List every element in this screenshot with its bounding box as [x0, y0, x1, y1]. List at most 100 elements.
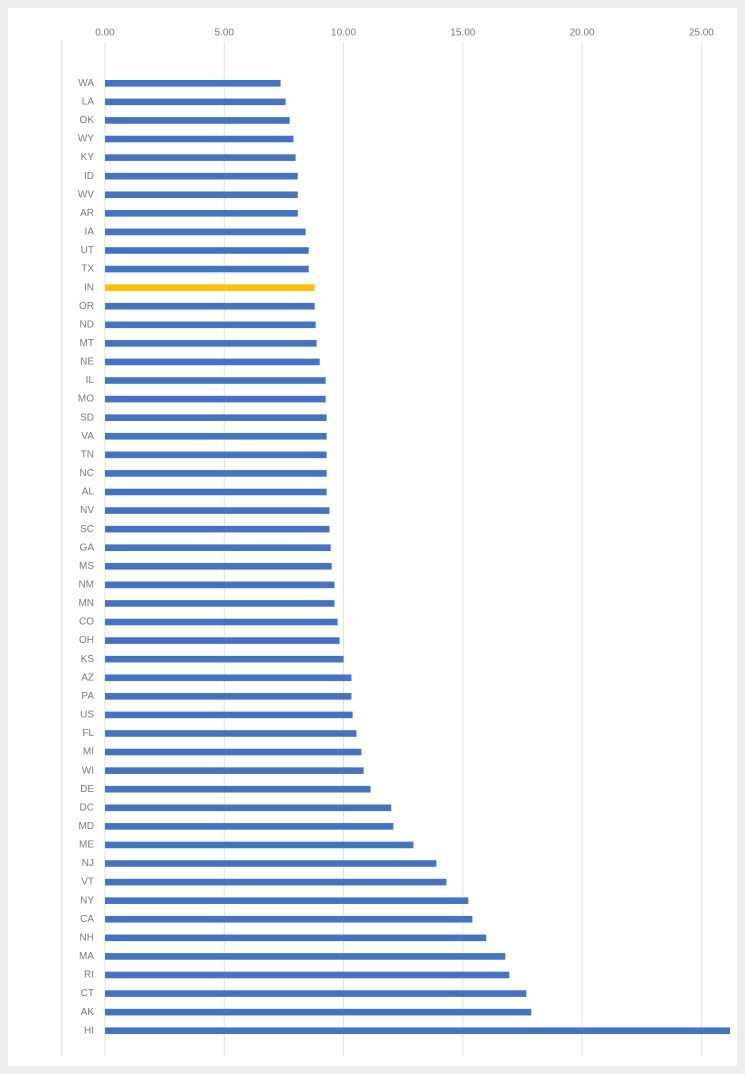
y-tick-label: AZ — [81, 672, 94, 683]
y-tick-label: MI — [83, 747, 94, 758]
bar — [105, 618, 338, 626]
bar — [105, 1027, 730, 1035]
y-tick-label: OH — [79, 635, 94, 646]
bar — [105, 432, 327, 440]
bar — [105, 711, 353, 719]
y-tick-label: NM — [78, 580, 94, 591]
bar — [105, 878, 447, 886]
bar — [105, 228, 306, 236]
bar — [105, 358, 320, 366]
bar — [105, 785, 371, 793]
bar — [105, 377, 326, 384]
y-tick-label: MN — [78, 598, 94, 609]
y-tick-label: ME — [79, 840, 94, 851]
bar — [105, 990, 527, 997]
y-tick-label: UT — [81, 245, 94, 256]
y-tick-label: CA — [80, 914, 94, 925]
y-tick-label: NC — [80, 468, 94, 479]
chart-area — [8, 8, 737, 1066]
y-tick-label: IA — [85, 227, 95, 238]
bar — [105, 953, 506, 960]
y-tick-label: WY — [78, 134, 94, 145]
bar — [105, 525, 330, 533]
y-tick-label: IL — [86, 375, 95, 386]
y-tick-label: MS — [79, 561, 94, 572]
bar — [105, 265, 309, 273]
y-tick-label: NV — [80, 505, 94, 516]
x-tick-label: 0.00 — [95, 28, 115, 39]
y-tick-label: AK — [81, 1007, 95, 1018]
bar — [105, 544, 331, 552]
y-tick-label: WI — [82, 765, 94, 776]
bar — [105, 600, 335, 607]
y-tick-label: TN — [81, 449, 94, 460]
y-tick-label: TX — [81, 264, 94, 275]
y-tick-label: US — [80, 710, 94, 721]
bar — [105, 395, 326, 403]
y-tick-label: KY — [81, 152, 95, 163]
bar — [105, 302, 315, 310]
bar — [105, 767, 364, 774]
y-tick-label: GA — [80, 542, 95, 553]
bar — [105, 581, 335, 589]
bar — [105, 971, 510, 979]
y-tick-label: MO — [78, 394, 94, 405]
y-tick-label: NY — [80, 895, 94, 906]
bar — [105, 451, 327, 459]
y-tick-label: WA — [78, 78, 94, 89]
y-tick-label: AL — [82, 487, 95, 498]
bar — [105, 414, 327, 421]
bar — [105, 135, 294, 143]
bar — [105, 488, 327, 496]
bar — [105, 321, 316, 329]
y-tick-label: NJ — [82, 858, 94, 869]
bar — [105, 1008, 532, 1016]
y-tick-label: AR — [80, 208, 94, 219]
y-tick-label: MD — [78, 821, 94, 832]
y-tick-label: SD — [80, 412, 94, 423]
y-tick-label: HI — [84, 1025, 94, 1036]
bar — [105, 210, 298, 217]
bar — [105, 191, 298, 199]
bar — [105, 693, 352, 700]
bar — [105, 674, 352, 682]
y-tick-label: NH — [80, 932, 94, 943]
y-tick-label: IN — [84, 282, 94, 293]
bar — [105, 172, 298, 180]
y-tick-label: DE — [80, 784, 94, 795]
x-tick-label: 20.00 — [570, 28, 595, 39]
y-tick-label: FL — [82, 728, 94, 739]
bar — [105, 154, 296, 161]
y-tick-label: WV — [78, 189, 94, 200]
x-tick-label: 5.00 — [215, 28, 235, 39]
bar — [105, 507, 330, 514]
bar — [105, 247, 309, 254]
y-tick-label: PA — [81, 691, 94, 702]
y-tick-label: VA — [81, 431, 94, 442]
bar — [105, 117, 290, 124]
bar — [105, 470, 327, 477]
bar — [105, 562, 332, 570]
x-tick-label: 10.00 — [331, 28, 356, 39]
y-tick-label: DC — [80, 802, 94, 813]
bar — [105, 79, 281, 87]
y-tick-label: VT — [81, 877, 94, 888]
y-tick-label: ID — [84, 171, 94, 182]
bar — [105, 823, 394, 830]
y-tick-label: OK — [80, 115, 95, 126]
y-tick-label: CO — [79, 617, 94, 628]
bar — [105, 655, 344, 663]
y-tick-label: NE — [80, 357, 94, 368]
bar — [105, 284, 315, 291]
y-tick-label: MA — [79, 951, 94, 962]
bar — [105, 860, 437, 867]
y-tick-label: RI — [84, 970, 94, 981]
bar — [105, 897, 469, 904]
bar — [105, 934, 487, 942]
y-tick-label: SC — [80, 524, 94, 535]
y-tick-label: KS — [81, 654, 95, 665]
bar — [105, 841, 414, 849]
bar — [105, 915, 473, 923]
bar — [105, 98, 286, 106]
